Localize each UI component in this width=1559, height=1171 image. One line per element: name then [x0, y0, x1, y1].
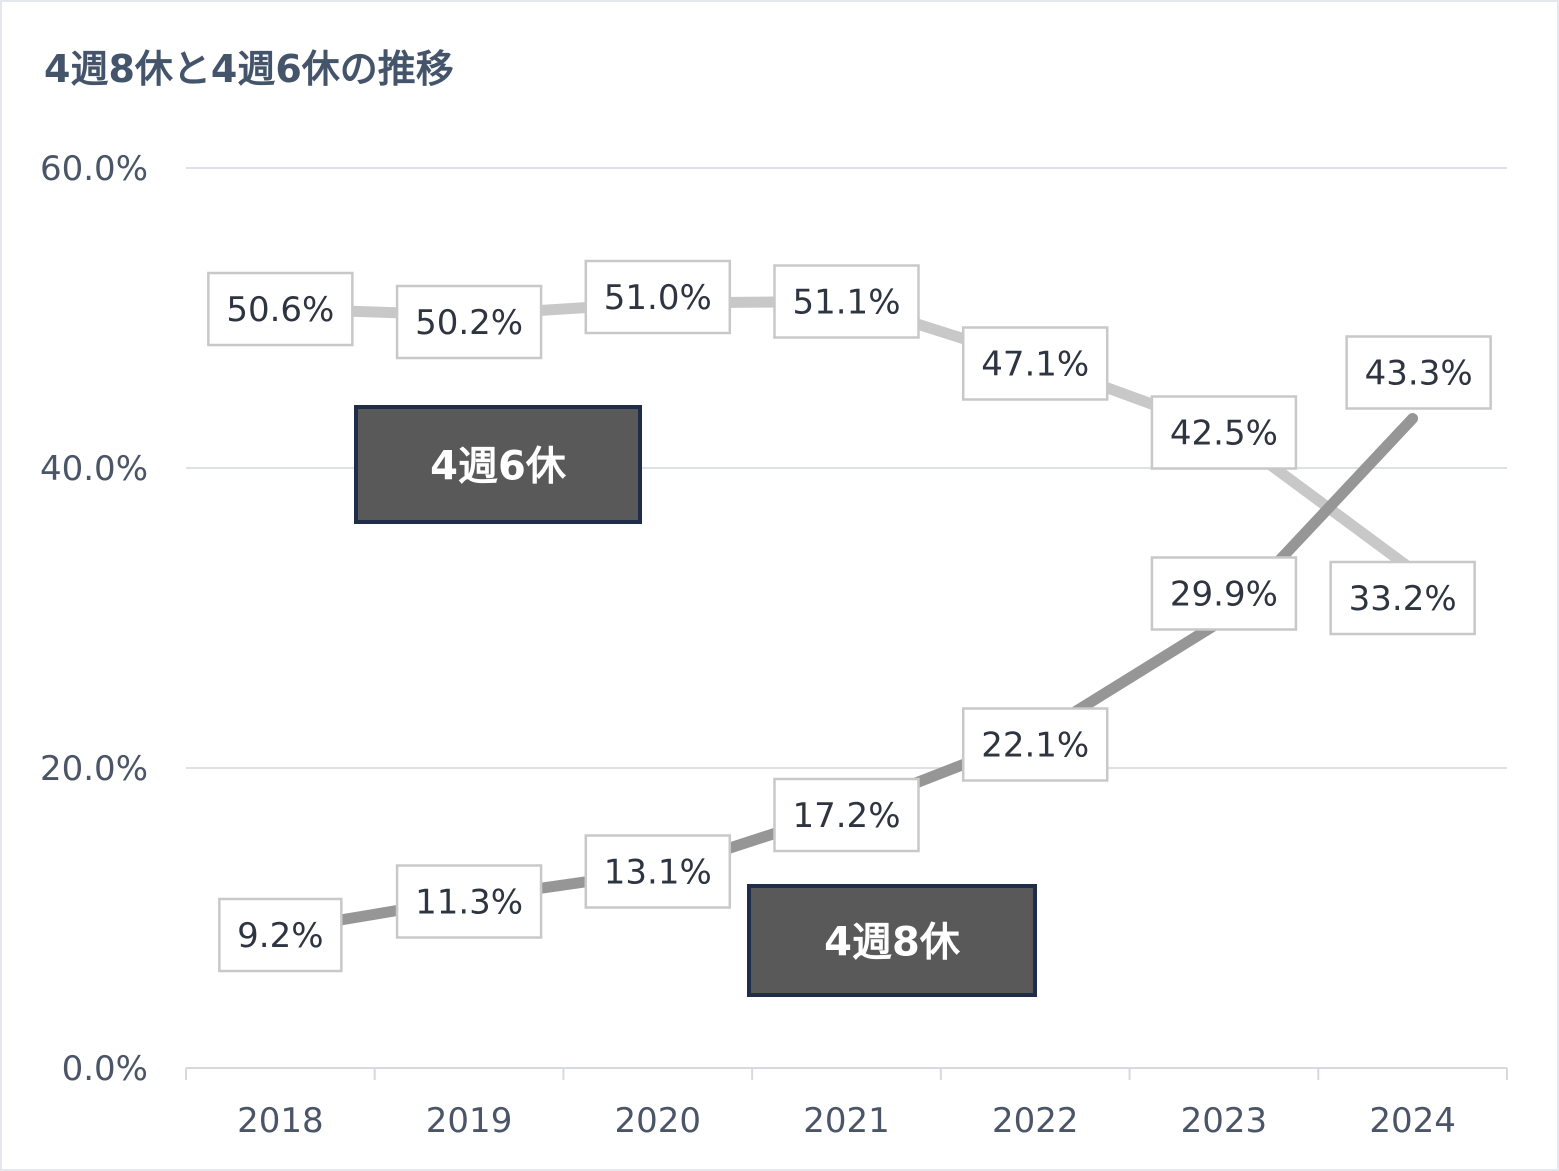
- x-tick-label: 2024: [1369, 1101, 1456, 1141]
- x-tick-label: 2020: [615, 1101, 702, 1141]
- data-label: 29.9%: [1170, 575, 1278, 615]
- data-labels: 50.6% 50.2% 51.0% 51.1% 47.1% 42.5% 33.2% 9.2% 1…: [207, 259, 1492, 973]
- data-label: 11.3%: [415, 883, 523, 923]
- y-tick-label: 0.0%: [62, 1049, 148, 1089]
- x-tick-label: 2023: [1181, 1101, 1268, 1141]
- data-label: 9.2%: [237, 916, 323, 956]
- chart-title: 4週8休と4週6休の推移: [44, 47, 454, 91]
- y-tick-labels: 0.0% 20.0% 40.0% 60.0%: [40, 149, 148, 1089]
- data-label-box: [1345, 335, 1492, 410]
- data-label-box: [207, 271, 354, 347]
- x-tick-labels: 2018 2019 2020 2021 2022 2023 2024: [237, 1101, 1456, 1141]
- data-label: 51.0%: [604, 278, 712, 318]
- data-label: 22.1%: [981, 726, 1089, 766]
- series-tag-box: [354, 405, 642, 524]
- y-tick-label: 60.0%: [40, 149, 148, 189]
- data-label: 51.1%: [792, 283, 900, 323]
- data-label: 50.2%: [415, 303, 523, 343]
- data-label-box: [961, 707, 1109, 782]
- data-label-box: [773, 264, 920, 339]
- data-label: 47.1%: [981, 345, 1089, 385]
- data-label: 43.3%: [1365, 354, 1473, 394]
- data-label-box: [584, 259, 732, 335]
- series-tags: 4週6休 4週8休: [354, 405, 1037, 997]
- series-tag-label: 4週8休: [824, 920, 961, 966]
- data-label-box: [1329, 560, 1476, 636]
- x-tick-label: 2019: [426, 1101, 513, 1141]
- x-tick-label: 2021: [803, 1101, 890, 1141]
- data-label-box: [1150, 556, 1298, 631]
- data-label: 33.2%: [1349, 579, 1457, 619]
- data-label-box: [584, 834, 732, 909]
- data-label-box: [395, 864, 543, 939]
- data-label-box: [1150, 395, 1298, 470]
- data-label-box: [395, 284, 543, 360]
- data-label-box: [961, 326, 1109, 401]
- data-label: 13.1%: [604, 853, 712, 893]
- y-tick-label: 40.0%: [40, 449, 148, 489]
- data-label-box: [218, 897, 343, 973]
- x-axis: [185, 1067, 1508, 1080]
- y-tick-label: 20.0%: [40, 749, 148, 789]
- data-label: 17.2%: [792, 796, 900, 836]
- x-tick-label: 2022: [992, 1101, 1079, 1141]
- data-label: 50.6%: [226, 290, 334, 330]
- data-label-box: [773, 777, 920, 853]
- x-tick-label: 2018: [237, 1101, 324, 1141]
- data-label: 42.5%: [1170, 414, 1278, 454]
- series-tag-box: [747, 884, 1037, 997]
- series-tag-label: 4週6休: [430, 444, 567, 490]
